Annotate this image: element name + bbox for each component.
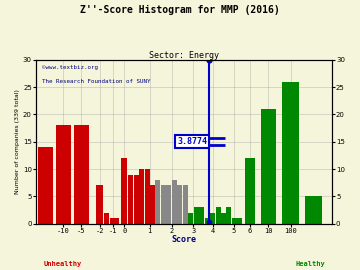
Bar bbox=[283, 82, 299, 224]
Text: Unhealthy: Unhealthy bbox=[43, 261, 81, 267]
Bar bbox=[128, 174, 133, 224]
Bar bbox=[96, 185, 103, 224]
Bar bbox=[199, 207, 204, 224]
Bar bbox=[161, 185, 166, 224]
Bar bbox=[134, 174, 139, 224]
Bar bbox=[150, 185, 155, 224]
Text: ©www.textbiz.org: ©www.textbiz.org bbox=[42, 65, 98, 70]
Bar bbox=[261, 109, 276, 224]
Bar bbox=[210, 213, 215, 224]
Bar bbox=[237, 218, 242, 224]
Bar bbox=[156, 180, 161, 224]
Bar bbox=[115, 218, 119, 224]
Bar bbox=[204, 218, 210, 224]
Bar bbox=[166, 185, 171, 224]
Text: The Research Foundation of SUNY: The Research Foundation of SUNY bbox=[42, 79, 150, 85]
Bar bbox=[232, 218, 237, 224]
Bar bbox=[110, 218, 114, 224]
Bar bbox=[245, 158, 255, 224]
Bar bbox=[177, 185, 182, 224]
Bar bbox=[172, 180, 177, 224]
Bar bbox=[216, 207, 221, 224]
Bar bbox=[188, 213, 193, 224]
Bar bbox=[226, 207, 231, 224]
Y-axis label: Number of companies (339 total): Number of companies (339 total) bbox=[15, 89, 20, 194]
Bar bbox=[139, 169, 144, 224]
Text: Z''-Score Histogram for MMP (2016): Z''-Score Histogram for MMP (2016) bbox=[80, 5, 280, 15]
Bar bbox=[37, 147, 53, 224]
Bar bbox=[56, 125, 71, 224]
Bar bbox=[221, 213, 226, 224]
Bar bbox=[305, 196, 322, 224]
Title: Sector: Energy: Sector: Energy bbox=[149, 51, 219, 60]
Bar bbox=[194, 207, 199, 224]
Text: 3.8774: 3.8774 bbox=[177, 137, 207, 146]
Bar bbox=[104, 213, 109, 224]
Text: Healthy: Healthy bbox=[295, 261, 325, 267]
Bar bbox=[74, 125, 89, 224]
Bar bbox=[183, 185, 188, 224]
X-axis label: Score: Score bbox=[171, 235, 197, 244]
Bar bbox=[144, 169, 149, 224]
Bar bbox=[121, 158, 127, 224]
